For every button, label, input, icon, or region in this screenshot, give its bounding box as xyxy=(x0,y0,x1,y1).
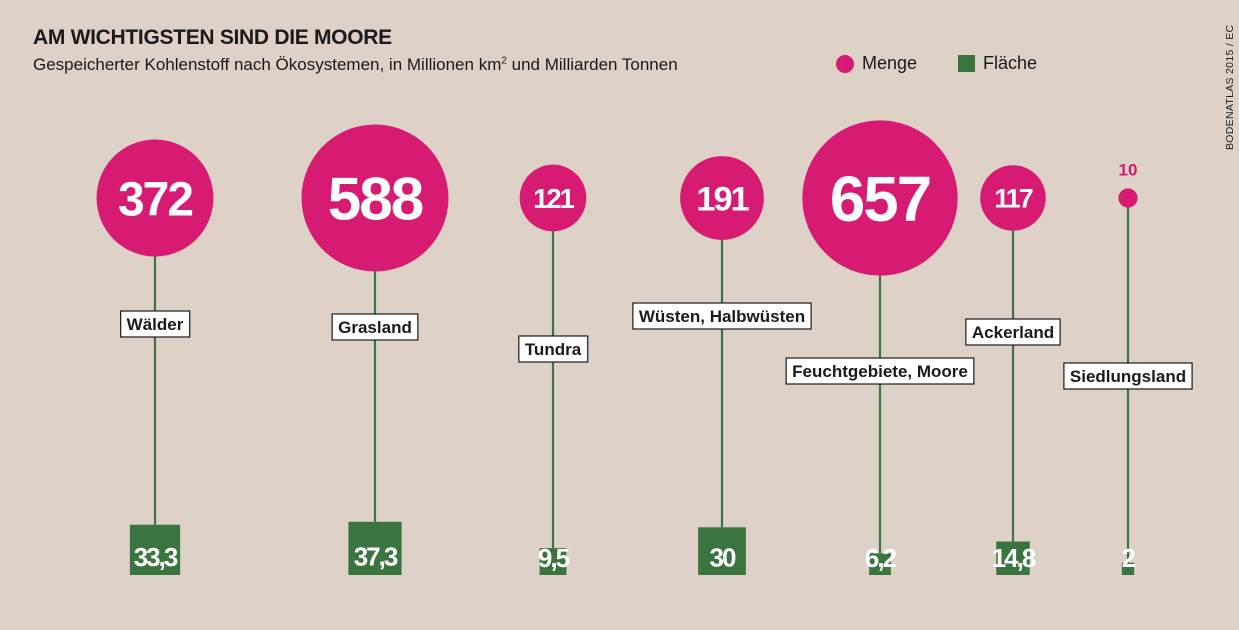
circle-value-label: 10 xyxy=(1119,160,1138,179)
bar-value-label: 33,3 xyxy=(134,542,178,572)
category-label: Feuchtgebiete, Moore xyxy=(792,362,968,381)
legend-swatch-menge xyxy=(836,54,854,73)
subtitle-text-rest: und Milliarden Tonnen xyxy=(506,55,678,74)
bar-value-label: 37,3 xyxy=(354,541,398,571)
bar-flaeche xyxy=(996,541,1030,575)
legend-item-flaeche: Fläche xyxy=(958,53,1037,74)
legend-swatch-flaeche xyxy=(958,55,975,72)
category-label-box xyxy=(518,335,589,363)
category-label: Wälder xyxy=(127,315,184,334)
bar-value-label: 30 xyxy=(710,542,736,572)
circle-value-label: 372 xyxy=(118,173,192,226)
bar-value-label: 6,2 xyxy=(865,543,897,573)
bar-flaeche xyxy=(348,521,402,575)
circle-value-label: 657 xyxy=(830,164,930,235)
circle-value-label: 121 xyxy=(533,183,574,214)
category-label-box xyxy=(965,318,1061,346)
category-label-box xyxy=(331,313,419,341)
category-label-box xyxy=(632,302,812,330)
bar-flaeche xyxy=(1121,562,1135,575)
category-label: Grasland xyxy=(338,318,412,337)
category-label-box xyxy=(120,310,191,338)
category-label: Tundra xyxy=(525,340,582,359)
legend-item-menge: Menge xyxy=(836,53,917,74)
bar-flaeche xyxy=(869,553,891,575)
bar-flaeche xyxy=(698,527,746,575)
circle-menge xyxy=(519,164,587,232)
subtitle-text: Gespeicherter Kohlenstoff nach Ökosystem… xyxy=(33,55,502,74)
chart-title: AM WICHTIGSTEN SIND DIE MOORE xyxy=(33,26,392,49)
bar-flaeche xyxy=(539,548,567,575)
circle-value-label: 191 xyxy=(696,180,749,218)
category-label-box xyxy=(785,357,975,385)
circle-menge xyxy=(96,139,214,257)
subtitle-superscript: 2 xyxy=(501,55,507,67)
category-label-box xyxy=(1063,362,1193,390)
circle-menge xyxy=(980,165,1046,231)
category-label: Siedlungsland xyxy=(1070,367,1186,386)
category-label: Ackerland xyxy=(972,323,1054,342)
bar-value-label: 9,5 xyxy=(538,543,570,573)
bar-value-label: 2 xyxy=(1122,543,1136,573)
chart-subtitle: Gespeicherter Kohlenstoff nach Ökosystem… xyxy=(33,55,678,75)
circle-menge xyxy=(1118,188,1138,208)
circle-value-label: 117 xyxy=(994,184,1032,214)
circle-value-label: 588 xyxy=(328,165,423,233)
circle-menge xyxy=(301,124,449,272)
category-label: Wüsten, Halbwüsten xyxy=(639,307,805,326)
bar-value-label: 14,8 xyxy=(992,543,1036,573)
circle-menge xyxy=(680,156,764,240)
legend-label-flaeche: Fläche xyxy=(983,53,1038,73)
bar-flaeche xyxy=(129,524,181,575)
legend-label-menge: Menge xyxy=(862,53,918,73)
circle-menge xyxy=(802,120,958,276)
